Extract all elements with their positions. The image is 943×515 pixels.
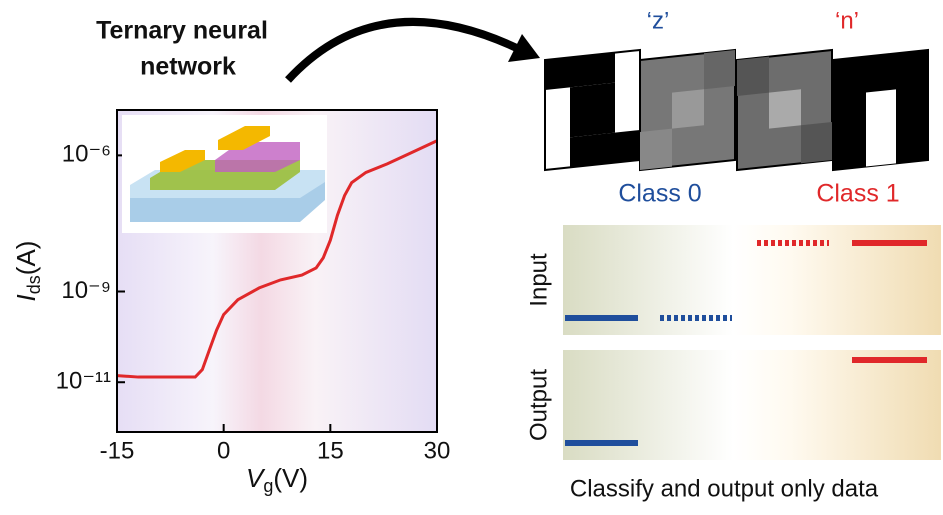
x-axis-label-unit: (V): [273, 463, 308, 493]
x-axis-label: Vg(V): [246, 463, 308, 496]
y-axis-label-subscript: ds: [24, 275, 44, 294]
x-tick-label: 0: [217, 437, 230, 464]
letter-label: ‘n’: [835, 7, 859, 34]
x-axis-label-symbol: V: [246, 463, 266, 493]
y-tick-label: 10⁻⁶: [62, 141, 111, 168]
ternary-images: [544, 48, 929, 172]
plot-frame: [116, 109, 438, 433]
x-tick-label: 15: [317, 437, 344, 464]
x-tick-label: 30: [424, 437, 451, 464]
title: Ternary neural: [96, 17, 268, 45]
y-tick-label: 10⁻¹¹: [56, 368, 111, 395]
x-tick-label: -15: [100, 437, 135, 464]
data-line: [116, 139, 438, 379]
y-tick-label: 10⁻⁹: [61, 277, 111, 304]
x-axis-label-subscript: g: [263, 476, 273, 496]
caption: Classify and output only data: [570, 475, 879, 502]
plot: -15 0 15 30 10⁻⁶ 10⁻⁹ 10⁻¹¹ Vg(V) Ids(A): [11, 109, 451, 496]
y-axis-label-unit: (A): [11, 241, 41, 276]
class-label: Class 1: [816, 180, 899, 208]
row-label: Input: [525, 253, 552, 307]
y-axis-label-symbol: I: [11, 294, 41, 301]
title: network: [140, 53, 236, 81]
letter-label: ‘z’: [647, 7, 670, 34]
row-label: Output: [525, 369, 552, 441]
y-axis-label: Ids(A): [11, 241, 44, 302]
arrow: [285, 17, 527, 83]
arrowhead: [508, 34, 540, 62]
class-label: Class 0: [618, 180, 701, 208]
inset: [122, 115, 327, 233]
